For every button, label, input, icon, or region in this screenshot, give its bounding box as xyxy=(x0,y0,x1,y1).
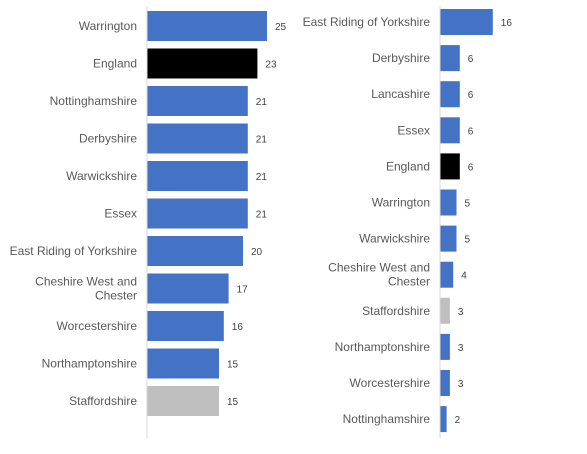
left-value-label-derbyshire: 21 xyxy=(256,135,268,146)
left-category-label-staffordshire: Staffordshire xyxy=(69,394,137,408)
right-bar-chart: East Riding of Yorkshire 16 Derbyshire 6 Lan… xyxy=(303,6,513,438)
right-category-label-derbyshire: Derbyshire xyxy=(372,51,430,65)
left-bar-northamptonshire xyxy=(147,348,219,379)
right-bar-worcestershire xyxy=(440,370,450,396)
left-category-label-derbyshire: Derbyshire xyxy=(79,132,137,146)
right-value-label-nottinghamshire: 2 xyxy=(455,415,461,426)
right-category-label-essex: Essex xyxy=(397,123,430,137)
right-bar-lancashire xyxy=(440,81,460,108)
left-bar-warwickshire xyxy=(147,161,248,191)
left-category-label-east-riding-of-yorkshire: East Riding of Yorkshire xyxy=(10,244,138,258)
right-category-label-east-riding-of-yorkshire: East Riding of Yorkshire xyxy=(303,15,431,29)
right-category-label-warwickshire: Warwickshire xyxy=(359,232,430,246)
right-value-label-staffordshire: 3 xyxy=(458,307,464,318)
right-value-label-northamptonshire: 3 xyxy=(458,343,464,354)
left-category-label-worcestershire: Worcestershire xyxy=(57,319,138,333)
right-category-label-staffordshire: Staffordshire xyxy=(362,304,430,318)
right-value-label-lancashire: 6 xyxy=(468,90,474,101)
left-value-label-east-riding-of-yorkshire: 20 xyxy=(251,247,263,258)
left-bar-warrington xyxy=(147,11,267,41)
left-category-label-cheshire-west-and-chester: Cheshire West and Chester xyxy=(35,275,137,303)
right-value-label-essex: 6 xyxy=(468,126,474,137)
right-value-label-england: 6 xyxy=(468,162,474,173)
right-value-label-worcestershire: 3 xyxy=(458,379,464,390)
left-value-label-worcestershire: 16 xyxy=(232,322,244,333)
left-bar-worcestershire xyxy=(147,311,224,341)
left-bar-essex xyxy=(147,198,248,229)
left-category-label-warwickshire: Warwickshire xyxy=(66,169,137,183)
right-category-label-northamptonshire: Northamptonshire xyxy=(335,340,431,354)
right-value-label-cheshire-west-and-chester: 4 xyxy=(461,271,467,282)
right-value-label-warrington: 5 xyxy=(465,199,471,210)
right-bar-staffordshire xyxy=(440,297,450,324)
left-category-label-nottinghamshire: Nottinghamshire xyxy=(50,94,138,108)
left-value-label-cheshire-west-and-chester: 17 xyxy=(237,285,249,296)
right-value-label-east-riding-of-yorkshire: 16 xyxy=(501,18,513,29)
left-category-label-essex: Essex xyxy=(104,207,137,221)
left-category-label-england: England xyxy=(93,57,137,71)
left-value-label-staffordshire: 15 xyxy=(227,397,239,408)
right-category-label-cheshire-west-and-chester: Cheshire West and Chester xyxy=(328,261,430,289)
left-value-label-england: 23 xyxy=(265,60,277,71)
left-bar-staffordshire xyxy=(147,386,219,416)
right-category-label-nottinghamshire: Nottinghamshire xyxy=(343,412,431,426)
left-bar-east-riding-of-yorkshire xyxy=(147,236,243,266)
left-value-label-northamptonshire: 15 xyxy=(227,360,239,371)
right-value-label-derbyshire: 6 xyxy=(468,54,474,65)
right-bar-warwickshire xyxy=(440,225,457,252)
right-category-label-lancashire: Lancashire xyxy=(371,87,430,101)
left-bar-cheshire-west-and-chester xyxy=(147,273,229,304)
left-bar-england xyxy=(147,48,258,79)
right-bar-northamptonshire xyxy=(440,333,450,360)
right-bar-warrington xyxy=(440,189,457,216)
left-bar-nottinghamshire xyxy=(147,86,248,116)
left-value-label-nottinghamshire: 21 xyxy=(256,97,268,108)
left-value-label-essex: 21 xyxy=(256,210,268,221)
left-bar-chart: Warrington 25 England 23 Nottinghamshire 21 De… xyxy=(10,6,287,438)
right-category-label-warrington: Warrington xyxy=(372,196,430,210)
left-bar-derbyshire xyxy=(147,123,248,154)
right-bar-england xyxy=(440,153,460,180)
left-value-label-warwickshire: 21 xyxy=(256,172,268,183)
right-bar-essex xyxy=(440,117,460,144)
left-category-label-warrington: Warrington xyxy=(79,19,137,33)
right-bar-nottinghamshire xyxy=(440,406,447,433)
right-category-label-worcestershire: Worcestershire xyxy=(350,376,431,390)
right-value-label-warwickshire: 5 xyxy=(465,235,471,246)
left-category-label-northamptonshire: Northamptonshire xyxy=(42,357,138,371)
right-bar-cheshire-west-and-chester xyxy=(440,261,454,288)
right-bar-derbyshire xyxy=(440,45,460,72)
left-value-label-warrington: 25 xyxy=(275,22,287,33)
right-bar-east-riding-of-yorkshire xyxy=(440,9,493,35)
right-category-label-england: England xyxy=(386,159,430,173)
